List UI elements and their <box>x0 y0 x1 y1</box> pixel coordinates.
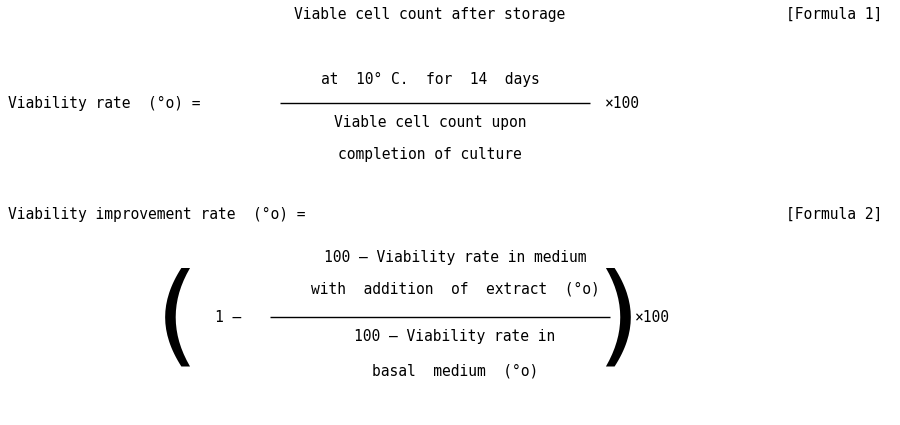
Text: at  10° C.  for  14  days: at 10° C. for 14 days <box>320 72 539 87</box>
Text: with  addition  of  extract  (°o): with addition of extract (°o) <box>310 281 599 296</box>
Text: basal  medium  (°o): basal medium (°o) <box>372 363 538 378</box>
Text: 100 – Viability rate in medium: 100 – Viability rate in medium <box>324 250 586 265</box>
Text: [Formula 2]: [Formula 2] <box>786 207 882 222</box>
Text: Viable cell count upon: Viable cell count upon <box>334 115 526 130</box>
Text: Viability improvement rate  (°o) =: Viability improvement rate (°o) = <box>8 207 305 222</box>
Text: completion of culture: completion of culture <box>338 147 522 162</box>
Text: Viable cell count after storage: Viable cell count after storage <box>294 7 565 22</box>
Text: 100 – Viability rate in: 100 – Viability rate in <box>355 329 555 344</box>
Text: 1 –: 1 – <box>215 309 241 325</box>
Text: ): ) <box>587 266 653 374</box>
Text: (: ( <box>141 266 209 374</box>
Text: [Formula 1]: [Formula 1] <box>786 7 882 22</box>
Text: ×100: ×100 <box>605 96 640 110</box>
Text: ×100: ×100 <box>635 309 670 325</box>
Text: Viability rate  (°o) =: Viability rate (°o) = <box>8 96 201 110</box>
